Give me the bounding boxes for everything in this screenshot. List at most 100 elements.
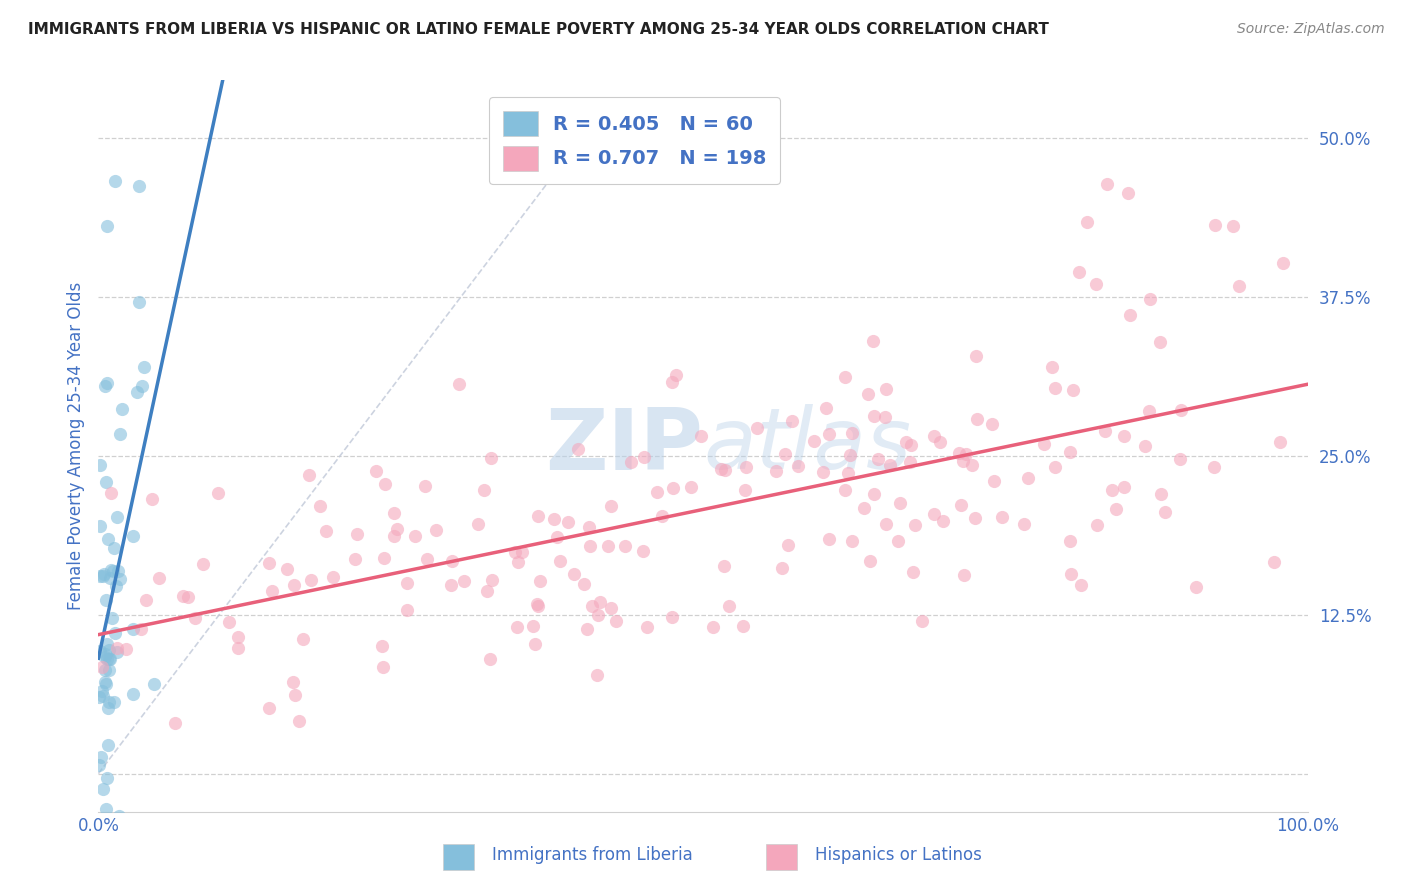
Point	[863, 487, 886, 501]
Point	[526, 508, 548, 523]
Point	[97, 850, 120, 864]
Point	[441, 554, 464, 568]
Point	[575, 622, 598, 636]
Point	[510, 545, 533, 559]
Point	[128, 295, 150, 310]
Point	[228, 630, 250, 644]
Point	[100, 485, 122, 500]
Point	[1060, 566, 1083, 581]
Point	[100, 563, 122, 577]
Point	[681, 480, 703, 494]
Point	[818, 427, 841, 442]
Point	[467, 517, 489, 532]
Point	[89, 569, 111, 583]
Point	[346, 526, 368, 541]
Point	[948, 446, 970, 460]
Point	[1070, 578, 1092, 592]
Point	[97, 532, 120, 546]
Point	[898, 455, 921, 469]
Point	[1149, 334, 1171, 349]
Point	[614, 539, 637, 553]
Point	[1154, 505, 1177, 519]
Point	[292, 632, 315, 646]
Point	[385, 522, 408, 536]
Point	[506, 555, 529, 569]
Point	[931, 514, 953, 528]
Point	[586, 667, 609, 681]
Point	[148, 571, 170, 585]
Point	[111, 401, 134, 416]
Point	[134, 360, 156, 375]
Point	[524, 636, 547, 650]
Point	[589, 594, 612, 608]
Point	[128, 178, 150, 193]
Point	[960, 458, 983, 472]
Point	[94, 663, 117, 677]
Point	[631, 543, 654, 558]
Point	[141, 492, 163, 507]
Point	[818, 533, 841, 547]
Point	[887, 533, 910, 548]
Point	[322, 570, 344, 584]
Point	[1085, 518, 1108, 533]
Point	[838, 448, 860, 462]
Point	[93, 650, 115, 665]
Point	[837, 466, 859, 480]
Point	[1150, 487, 1173, 501]
Point	[841, 425, 863, 440]
Point	[478, 652, 501, 666]
Point	[93, 567, 115, 582]
Point	[373, 551, 395, 566]
Point	[868, 451, 890, 466]
Point	[922, 428, 945, 442]
Point	[107, 564, 129, 578]
Point	[257, 701, 280, 715]
Text: IMMIGRANTS FROM LIBERIA VS HISPANIC OR LATINO FEMALE POVERTY AMONG 25-34 YEAR OL: IMMIGRANTS FROM LIBERIA VS HISPANIC OR L…	[28, 22, 1049, 37]
Text: Source: ZipAtlas.com: Source: ZipAtlas.com	[1237, 22, 1385, 37]
Point	[834, 370, 856, 384]
Point	[1017, 470, 1039, 484]
Point	[546, 530, 568, 544]
Point	[661, 610, 683, 624]
Point	[522, 619, 544, 633]
Point	[105, 510, 128, 524]
Point	[89, 458, 111, 472]
Point	[965, 511, 987, 525]
Point	[1094, 424, 1116, 438]
Point	[373, 660, 395, 674]
Point	[710, 462, 733, 476]
Point	[89, 644, 111, 658]
Point	[713, 559, 735, 574]
Point	[1062, 383, 1084, 397]
Point	[94, 647, 117, 661]
Point	[105, 641, 128, 656]
Point	[163, 715, 186, 730]
Point	[479, 450, 502, 465]
Point	[135, 592, 157, 607]
Point	[717, 599, 740, 614]
Point	[121, 622, 143, 636]
Point	[284, 688, 307, 702]
Point	[574, 577, 596, 591]
Point	[599, 600, 621, 615]
Point	[772, 561, 794, 575]
Point	[875, 383, 897, 397]
Point	[735, 459, 758, 474]
Point	[702, 620, 724, 634]
Point	[96, 802, 118, 816]
Point	[374, 476, 396, 491]
Point	[98, 572, 121, 586]
Point	[952, 454, 974, 468]
Point	[599, 499, 621, 513]
Point	[965, 350, 987, 364]
Point	[1040, 360, 1063, 375]
Point	[863, 409, 886, 423]
Point	[299, 573, 322, 587]
Point	[1076, 215, 1098, 229]
Point	[581, 599, 603, 614]
Point	[283, 578, 305, 592]
Point	[115, 642, 138, 657]
Point	[1012, 516, 1035, 531]
Point	[440, 578, 463, 592]
Point	[1059, 533, 1081, 548]
